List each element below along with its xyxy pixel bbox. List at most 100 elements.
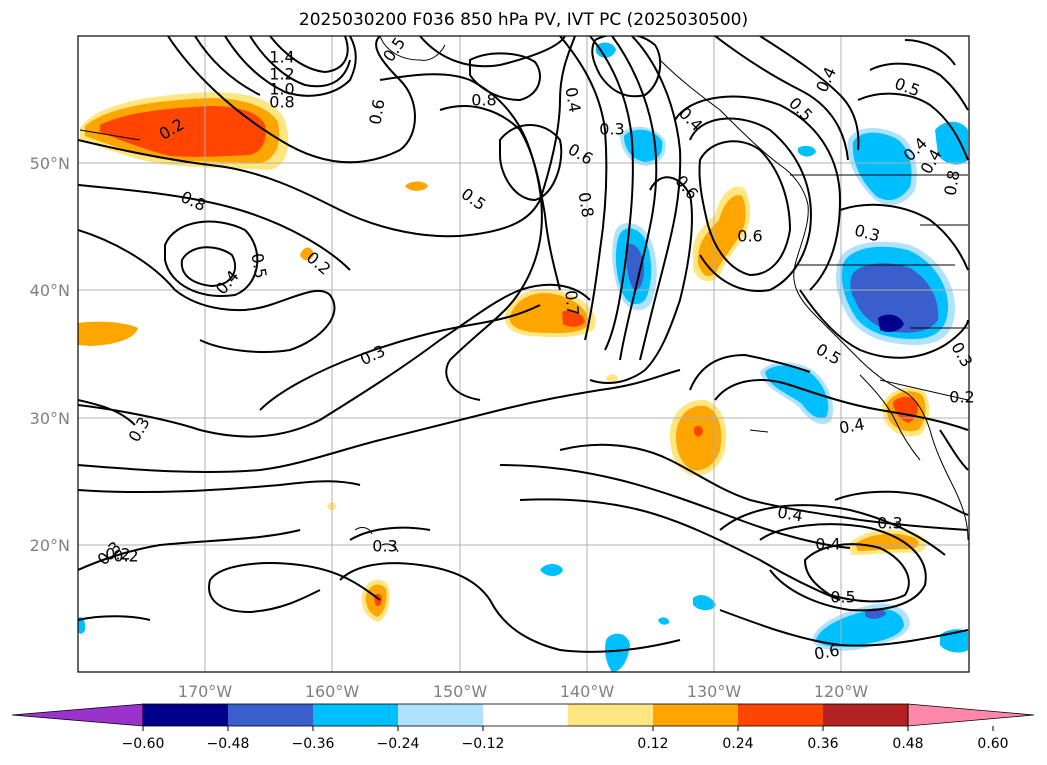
coastline bbox=[659, 59, 969, 541]
contour-label: 0.8 bbox=[940, 169, 963, 197]
contour-label: 0.3 bbox=[357, 341, 388, 369]
positive-anomaly-patch bbox=[78, 321, 138, 346]
contour-line bbox=[167, 36, 416, 164]
contour-line bbox=[799, 289, 969, 359]
negative-anomaly-patch bbox=[852, 132, 912, 201]
negative-anomaly-patch bbox=[935, 121, 968, 165]
colorbar-extend-low bbox=[11, 703, 144, 727]
longitude-labels: 170°W 160°W 150°W 140°W 130°W 120°W bbox=[178, 682, 869, 701]
contour-label: 0.3 bbox=[599, 120, 624, 139]
negative-anomaly-patch bbox=[850, 263, 939, 333]
positive-anomaly-patch bbox=[697, 195, 746, 277]
contour-line bbox=[904, 39, 956, 66]
contour-line bbox=[339, 562, 681, 653]
contour-label: 0.8 bbox=[471, 91, 496, 110]
coastline bbox=[354, 526, 373, 535]
colorbar-tick-label: 0.60 bbox=[977, 736, 1008, 752]
lon-label: 160°W bbox=[305, 682, 360, 701]
contour-label: 0.8 bbox=[269, 93, 294, 112]
contour-line bbox=[164, 220, 259, 297]
colorbar: −0.60 −0.48 −0.36 −0.24 −0.12 0.12 0.24 0.36 0.4… bbox=[11, 703, 1035, 752]
contour-label: 0.3 bbox=[947, 339, 976, 371]
negative-anomaly-patch bbox=[626, 243, 645, 291]
contour-line bbox=[719, 609, 969, 647]
contour-label: 0.3 bbox=[853, 221, 883, 246]
contour-line bbox=[839, 203, 969, 271]
contour-line bbox=[224, 36, 357, 97]
contour-line bbox=[939, 429, 969, 471]
contour-line bbox=[78, 36, 576, 238]
positive-anomaly-patch bbox=[405, 181, 428, 191]
coastline bbox=[879, 379, 969, 401]
contour-line bbox=[208, 579, 321, 614]
contour-line bbox=[269, 36, 349, 74]
lon-label: 120°W bbox=[814, 682, 869, 701]
colorbar-tick-label: −0.36 bbox=[292, 736, 335, 752]
lat-label: 20°N bbox=[30, 536, 70, 555]
coastline bbox=[381, 543, 399, 553]
contour-label: 0.5 bbox=[892, 74, 922, 101]
coastline bbox=[859, 374, 921, 461]
contour-line bbox=[689, 117, 812, 292]
colorbar-segment bbox=[653, 704, 738, 726]
contour-line bbox=[499, 124, 563, 202]
contour-line bbox=[674, 95, 842, 291]
contour-label: 0.6 bbox=[671, 172, 702, 204]
colorbar-tick-label: 0.48 bbox=[892, 736, 923, 752]
contour-line bbox=[714, 36, 849, 161]
negative-anomaly-patch bbox=[798, 145, 816, 157]
negative-anomaly-patch bbox=[78, 617, 86, 634]
gridlines bbox=[78, 36, 969, 672]
contour-label: 0.7 bbox=[561, 289, 582, 316]
lon-label: 170°W bbox=[178, 682, 233, 701]
coastline bbox=[749, 429, 769, 433]
contour-label: 0.4 bbox=[776, 502, 804, 525]
positive-anomaly-patch bbox=[606, 374, 618, 383]
contour-line bbox=[698, 140, 792, 277]
coastline bbox=[79, 129, 141, 141]
contour-label: 0.8 bbox=[178, 187, 209, 215]
positive-anomaly-patch bbox=[675, 405, 722, 471]
colorbar-tick-label: 0.36 bbox=[807, 736, 838, 752]
contour-line bbox=[259, 304, 541, 411]
contour-line bbox=[78, 615, 151, 621]
contour-line bbox=[803, 543, 910, 603]
contour-label: 0.5 bbox=[830, 588, 855, 607]
negative-anomaly-patch bbox=[878, 314, 904, 332]
lat-label: 30°N bbox=[30, 409, 70, 428]
colorbar-tick-label: 0.24 bbox=[722, 736, 753, 752]
contour-label: 1.0 bbox=[269, 80, 294, 99]
contour-line bbox=[834, 490, 969, 516]
contour-label: 0.4 bbox=[838, 414, 866, 437]
contour-label: 1.4 bbox=[269, 48, 294, 67]
contour-line bbox=[249, 36, 351, 88]
colorbar-segment bbox=[398, 704, 483, 726]
contour-line bbox=[689, 353, 811, 391]
lon-label: 140°W bbox=[560, 682, 615, 701]
negative-anomaly-patch bbox=[658, 617, 670, 625]
contour-label: 0.2 bbox=[113, 547, 138, 566]
contour-line bbox=[759, 523, 927, 612]
contour-line bbox=[439, 105, 561, 291]
colorbar-segment bbox=[313, 704, 398, 726]
contour-line bbox=[591, 36, 662, 98]
contour-label: 0.2 bbox=[949, 388, 974, 407]
negative-anomaly-patch bbox=[693, 595, 716, 611]
negative-anomaly-patch bbox=[596, 42, 616, 58]
latitude-labels: 50°N 40°N 30°N 20°N bbox=[30, 154, 70, 555]
colorbar-segment bbox=[483, 704, 568, 726]
negative-anomaly-patch bbox=[816, 608, 904, 647]
contour-line bbox=[349, 526, 431, 541]
contour-line bbox=[857, 92, 969, 161]
contour-line bbox=[611, 36, 658, 361]
contour-label: 0.3 bbox=[877, 514, 902, 533]
colorbar-segment bbox=[228, 704, 313, 726]
contour-line bbox=[78, 480, 361, 494]
contour-label: 0.4 bbox=[675, 104, 706, 135]
contour-label: 1.2 bbox=[269, 65, 294, 84]
colorbar-tick-label: −0.48 bbox=[207, 736, 250, 752]
coastlines bbox=[79, 36, 969, 553]
lon-label: 130°W bbox=[687, 682, 742, 701]
contour-line bbox=[78, 229, 336, 353]
